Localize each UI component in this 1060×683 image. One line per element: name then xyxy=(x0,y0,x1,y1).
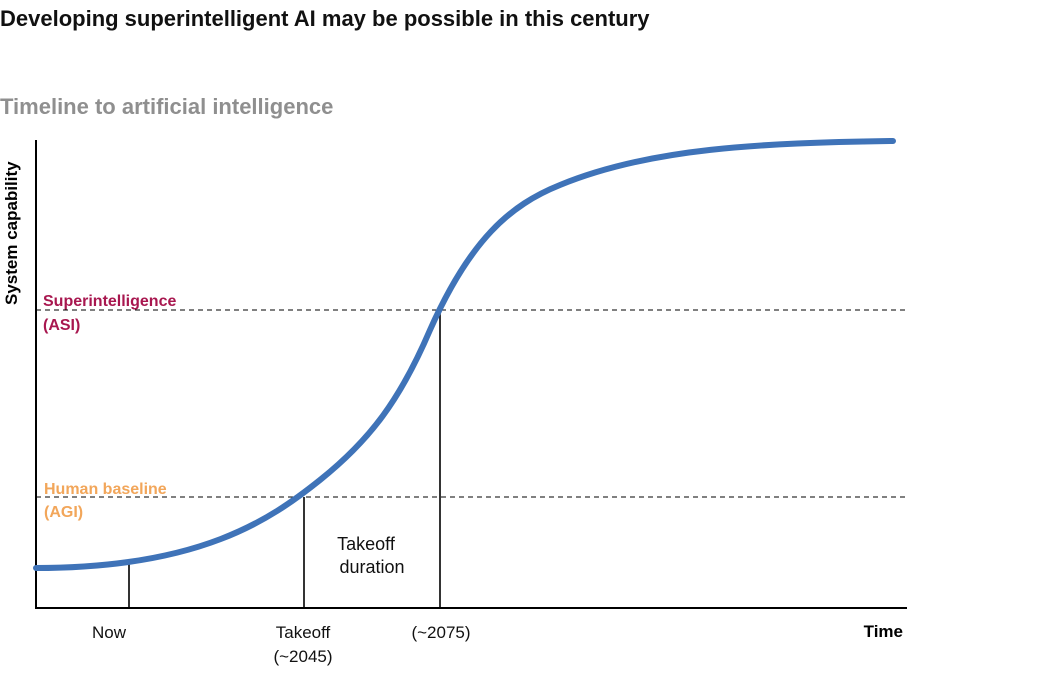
asi-label: Superintelligence xyxy=(43,293,176,310)
y-axis-title: System capability xyxy=(2,161,21,305)
takeoff-duration-label: Takeoff xyxy=(337,534,396,554)
x-axis-title: Time xyxy=(864,622,903,641)
takeoff-duration-label-2: duration xyxy=(339,557,404,577)
x-tick-now: Now xyxy=(92,623,127,642)
agi-label: Human baseline xyxy=(44,481,167,498)
capability-curve xyxy=(33,138,896,571)
agi-label-abbrev: (AGI) xyxy=(44,504,83,521)
asi-label-abbrev: (ASI) xyxy=(43,317,80,334)
x-tick-takeoff: Takeoff xyxy=(276,623,331,642)
x-tick-asi-year: (~2075) xyxy=(411,623,470,642)
x-tick-takeoff-year: (~2045) xyxy=(273,647,332,666)
chart-title: Developing superintelligent AI may be po… xyxy=(0,6,650,31)
chart-subtitle: Timeline to artificial intelligence xyxy=(0,94,334,119)
